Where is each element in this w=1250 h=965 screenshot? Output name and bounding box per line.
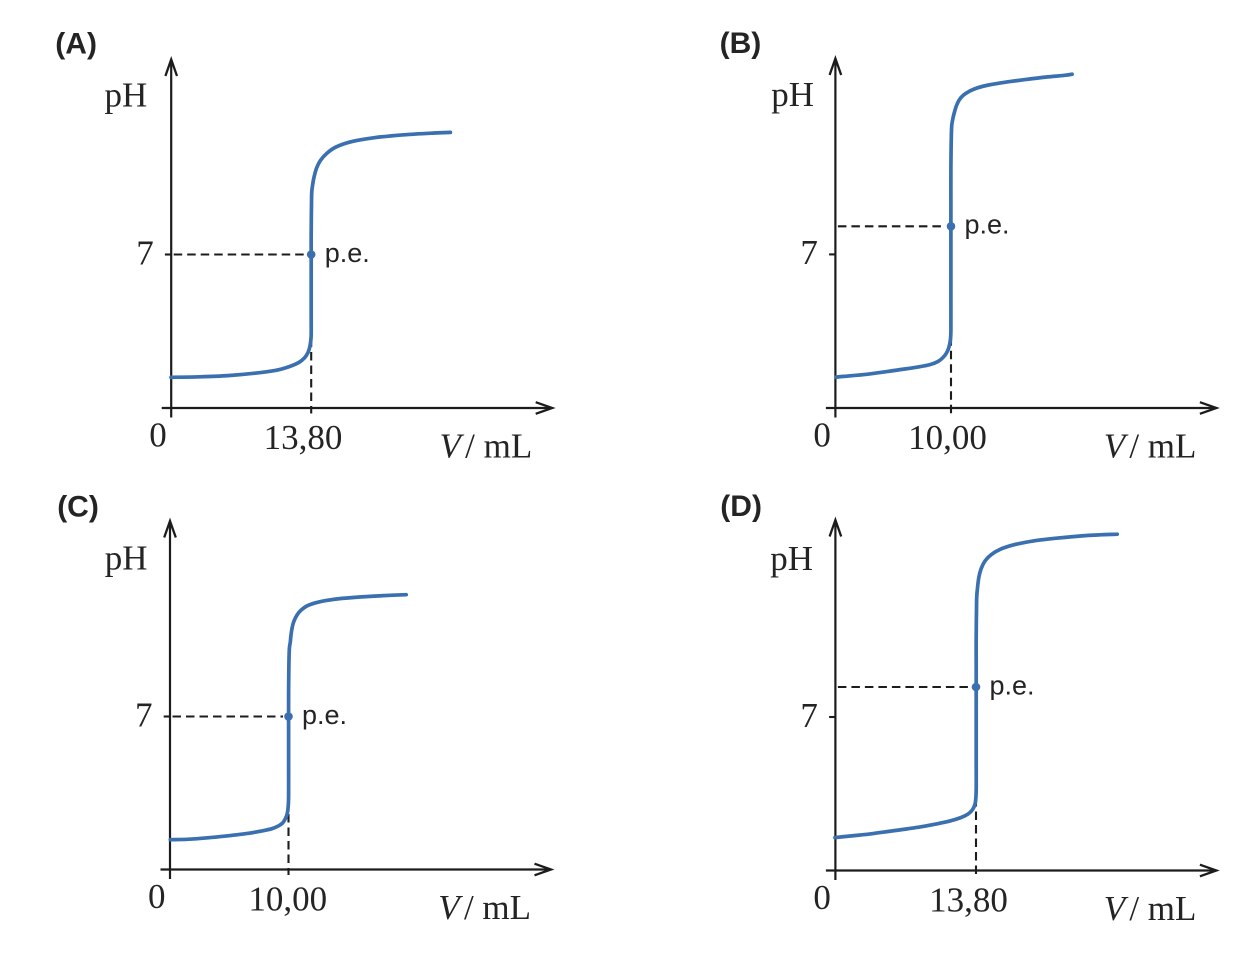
svg-text:7: 7 (136, 233, 154, 272)
svg-text:(D): (D) (720, 490, 762, 523)
svg-text:pH: pH (770, 539, 813, 578)
svg-text:13,80: 13,80 (929, 881, 1008, 920)
svg-text:7: 7 (800, 233, 818, 272)
svg-text:0: 0 (813, 415, 831, 454)
svg-text:7: 7 (800, 696, 818, 735)
svg-text:10,00: 10,00 (908, 418, 987, 457)
svg-text:13,80: 13,80 (264, 418, 343, 457)
svg-text:V / mL: V / mL (440, 427, 533, 466)
svg-text:0: 0 (148, 877, 166, 916)
svg-text:0: 0 (813, 878, 831, 917)
svg-text:pH: pH (771, 75, 814, 114)
svg-text:V / mL: V / mL (1104, 427, 1197, 466)
svg-text:p.e.: p.e. (325, 238, 370, 268)
svg-text:0: 0 (149, 415, 167, 454)
svg-text:(C): (C) (57, 491, 99, 524)
svg-text:V / mL: V / mL (438, 888, 531, 927)
svg-text:pH: pH (105, 75, 148, 114)
svg-text:p.e.: p.e. (965, 210, 1010, 240)
svg-text:pH: pH (105, 538, 148, 577)
svg-text:V / mL: V / mL (1104, 889, 1197, 928)
svg-text:(A): (A) (55, 27, 97, 60)
svg-text:(B): (B) (720, 27, 762, 60)
svg-text:p.e.: p.e. (302, 700, 347, 730)
svg-text:p.e.: p.e. (990, 670, 1035, 700)
svg-text:7: 7 (135, 695, 153, 734)
svg-text:10,00: 10,00 (248, 880, 327, 919)
